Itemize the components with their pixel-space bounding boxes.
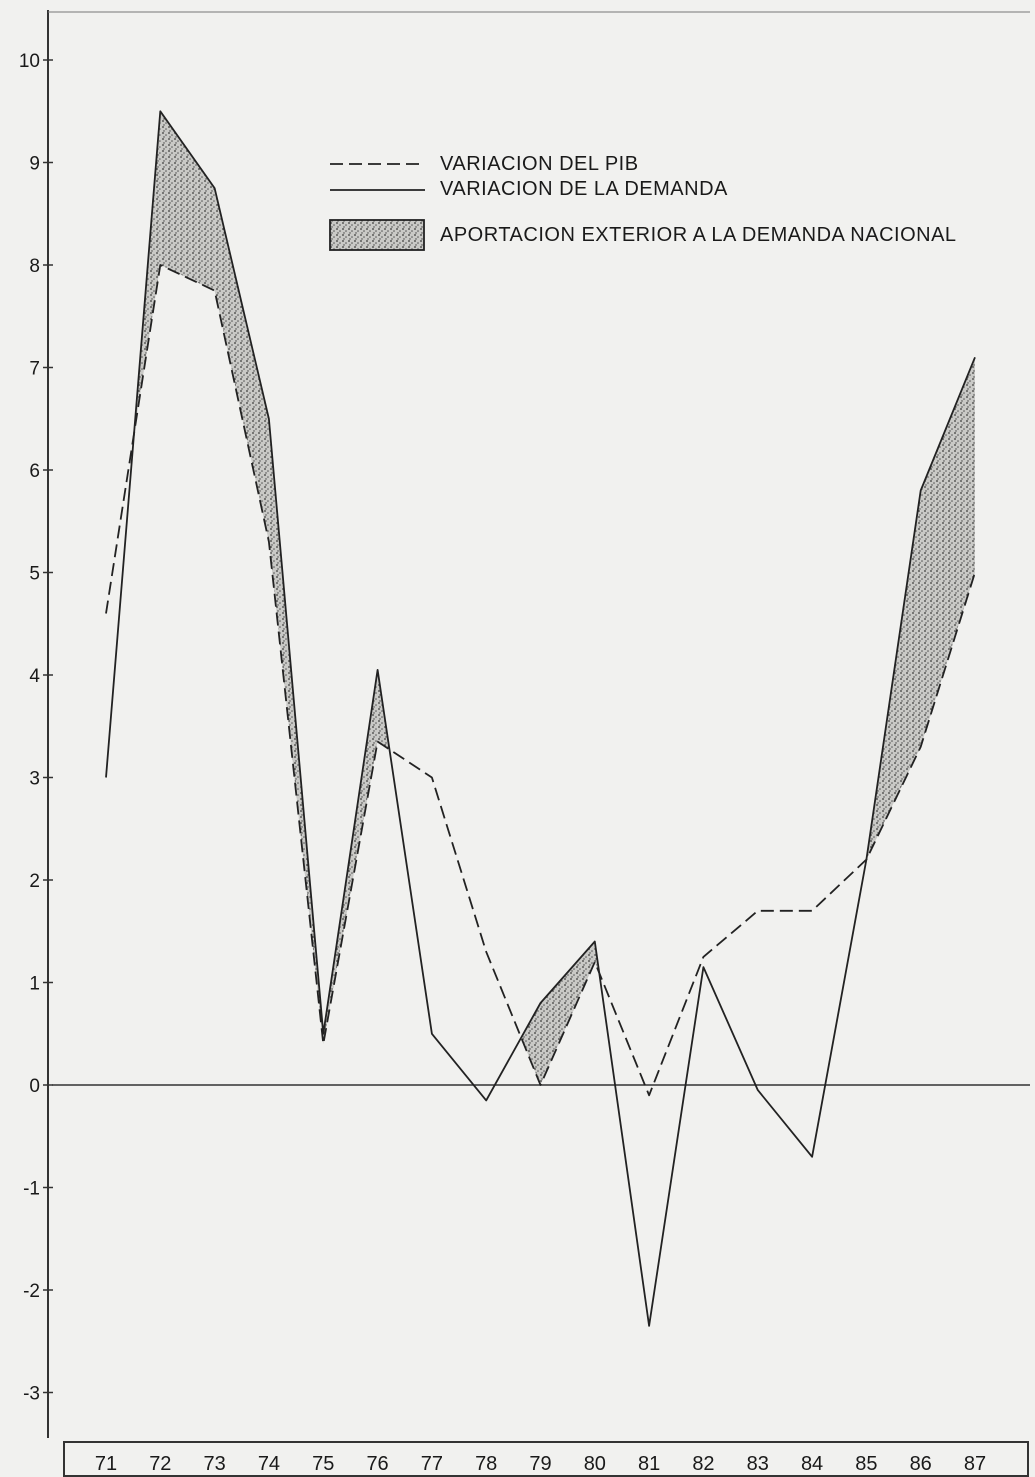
- aportacion-band-segment: [214, 188, 269, 542]
- y-tick-label: 7: [29, 359, 40, 380]
- y-tick-label: 2: [29, 871, 40, 892]
- x-tick-label: 75: [312, 1453, 334, 1475]
- x-tick-label: 76: [366, 1453, 388, 1475]
- x-tick-label: 84: [801, 1453, 823, 1475]
- aportacion-band-segment: [160, 111, 215, 291]
- x-tick-label: 86: [910, 1453, 932, 1475]
- y-tick-label: 1: [29, 974, 40, 995]
- y-tick-label: 3: [29, 769, 40, 790]
- x-tick-label: 82: [692, 1453, 714, 1475]
- aportacion-band-segment: [920, 357, 975, 747]
- x-axis-box: [63, 1441, 1029, 1477]
- y-tick-label: 0: [29, 1076, 40, 1097]
- x-tick-label: 77: [421, 1453, 443, 1475]
- x-tick-label: 74: [258, 1453, 280, 1475]
- x-tick-label: 73: [204, 1453, 226, 1475]
- y-tick-label: 8: [29, 256, 40, 277]
- x-tick-label: 87: [964, 1453, 986, 1475]
- aportacion-band-segment: [540, 941, 595, 1085]
- aportacion-band-segment: [521, 1003, 541, 1085]
- y-tick-label: 9: [29, 154, 40, 175]
- y-tick-label: 5: [29, 564, 40, 585]
- y-tick-label: -3: [23, 1384, 40, 1405]
- legend-aportacion-label: APORTACION EXTERIOR A LA DEMANDA NACIONA…: [440, 224, 957, 246]
- x-tick-label: 83: [747, 1453, 769, 1475]
- legend-demanda-label: VARIACION DE LA DEMANDA: [440, 178, 728, 200]
- legend: VARIACION DEL PIB VARIACION DE LA DEMAND…: [329, 153, 957, 251]
- y-tick-label: 6: [29, 461, 40, 482]
- y-tick-label: -1: [23, 1179, 40, 1200]
- series-line-pib: [105, 264, 976, 1097]
- y-tick-label: 4: [29, 666, 40, 687]
- x-tick-label: 85: [855, 1453, 877, 1475]
- x-tick-label: 71: [95, 1453, 117, 1475]
- y-tick-label: 10: [19, 51, 40, 72]
- x-axis-ticks: 71 72 73 74 75 76 77 78 79 80 81 82 83 84 85 86 87: [95, 1453, 986, 1475]
- x-tick-label: 80: [584, 1453, 606, 1475]
- x-tick-label: 72: [149, 1453, 171, 1475]
- x-tick-label: 78: [475, 1453, 497, 1475]
- x-tick-label: 81: [638, 1453, 660, 1475]
- legend-pib-label: VARIACION DEL PIB: [440, 153, 639, 175]
- shaded-bands: [134, 111, 975, 1085]
- x-tick-label: 79: [529, 1453, 551, 1475]
- series-lines: [105, 110, 976, 1327]
- series-line-demanda: [105, 110, 976, 1327]
- legend-aportacion-swatch: [329, 219, 425, 251]
- y-tick-label: -2: [23, 1281, 40, 1302]
- y-axis-ticks: -3 -2 -1 0 1 2 3 4 5 6 7 8 9 10: [19, 51, 53, 1405]
